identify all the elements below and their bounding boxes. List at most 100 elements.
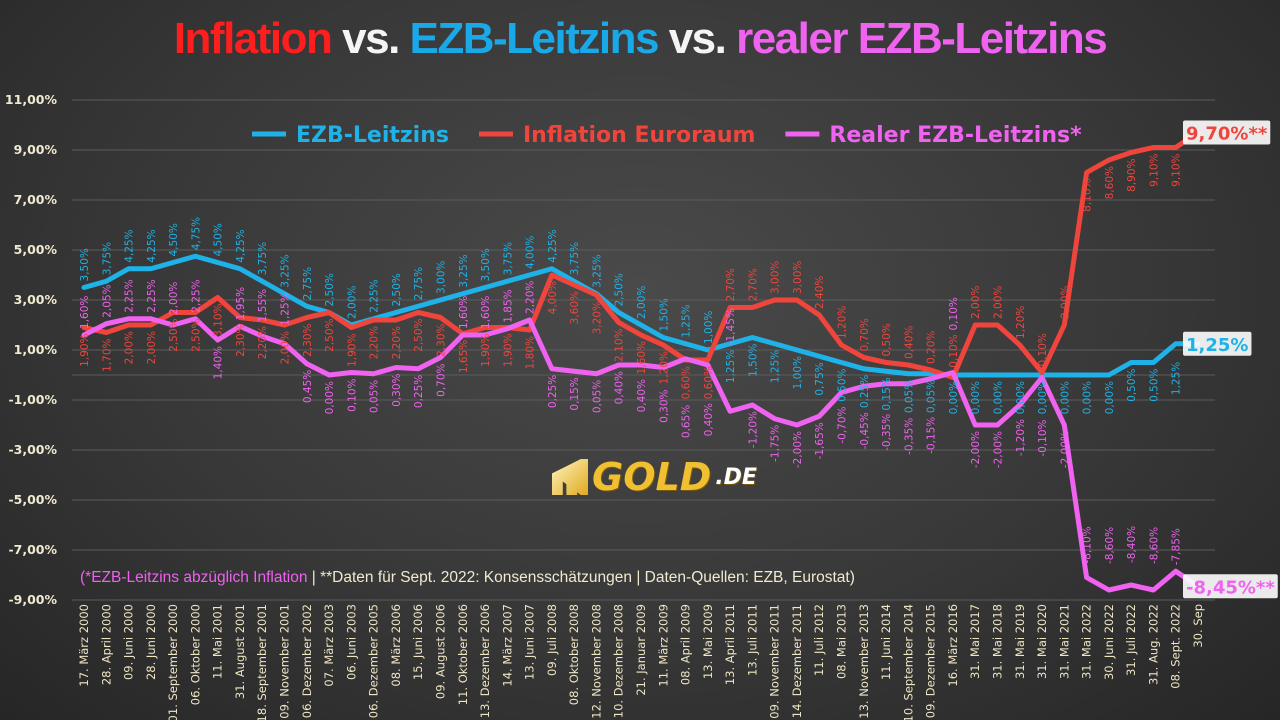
data-label: 0,00%	[1015, 381, 1027, 414]
data-label: 0,50%	[837, 368, 849, 401]
data-label: -0,10%	[948, 334, 960, 371]
data-label: 0,70%	[435, 363, 447, 396]
data-label: 2,20%	[257, 326, 269, 359]
data-label: 3,25%	[458, 254, 470, 287]
data-label: 2,20%	[369, 326, 381, 359]
data-label: 1,95%	[235, 287, 247, 320]
data-label: 3,75%	[101, 242, 113, 275]
x-tick-label: 31. Juli 2022	[1124, 604, 1138, 676]
data-label: 3,50%	[79, 248, 91, 281]
x-tick-label: 08. Sept. 2022	[1169, 604, 1183, 689]
data-label: 0,40%	[703, 403, 715, 436]
x-tick-label: 31. Mai 2019	[1013, 604, 1027, 679]
data-label: 1,60%	[79, 296, 91, 329]
data-label: 2,40%	[814, 276, 826, 309]
data-label: 3,60%	[569, 291, 581, 324]
data-label: -8,10%	[1082, 526, 1094, 563]
data-label: 2,05%	[101, 284, 113, 317]
data-label: 0,50%	[1126, 368, 1138, 401]
title-real: realer EZB-Leitzins	[736, 14, 1108, 63]
data-label: 0,00%	[1104, 381, 1116, 414]
data-label: 0,45%	[302, 370, 314, 403]
x-tick-label: 31. Mai 2020	[1035, 604, 1049, 679]
x-tick-label: 08. Oktober 2008	[567, 604, 581, 705]
x-tick-label: 09. November 2011	[768, 604, 782, 719]
data-label: 0,00%	[324, 381, 336, 414]
x-tick-label: 13. Juli 2011	[745, 604, 759, 676]
data-label: 1,20%	[1015, 306, 1027, 339]
data-label: 3,10%	[213, 303, 225, 336]
gold-de-logo: GOLD .DE	[552, 455, 757, 499]
data-label: 3,25%	[591, 254, 603, 287]
data-label: 3,75%	[569, 242, 581, 275]
footnote-real-definition: (*EZB-Leitzins abzüglich Inflation	[80, 569, 308, 586]
x-tick-label: 31. Mai 2021	[1057, 604, 1071, 679]
data-label: -0,15%	[926, 417, 938, 454]
data-label: 0,75%	[814, 362, 826, 395]
data-label: 0,15%	[569, 377, 581, 410]
data-label: 1,25%	[770, 350, 782, 383]
data-label: 4,75%	[190, 217, 202, 250]
data-label: 1,40%	[213, 346, 225, 379]
data-label: -0,35%	[881, 414, 893, 451]
series-line-inflation-euroraum	[81, 130, 1201, 380]
data-label: -1,65%	[814, 422, 826, 459]
y-tick-label: 1,00%	[14, 342, 58, 357]
data-label: 3,75%	[257, 242, 269, 275]
data-label: 2,00%	[346, 286, 358, 319]
data-label: 2,30%	[302, 323, 314, 356]
data-label: 2,00%	[1059, 286, 1071, 319]
x-tick-label: 11. Mai 2001	[211, 604, 225, 679]
data-label: 0,65%	[681, 405, 693, 438]
data-label: 0,25%	[547, 375, 559, 408]
data-label: 3,00%	[435, 261, 447, 294]
y-tick-label: 3,00%	[14, 292, 58, 307]
data-label: 1,00%	[703, 311, 715, 344]
x-tick-label: 01. September 2000	[166, 604, 180, 720]
x-tick-label: 09. August 2006	[433, 604, 447, 699]
data-label: 1,50%	[747, 343, 759, 376]
data-label: 8,10%	[1082, 178, 1094, 211]
x-tick-label: 28. Juni 2000	[144, 604, 158, 680]
title-vs-2: vs.	[657, 14, 737, 63]
x-tick-label: 31. Mai 2017	[968, 604, 982, 679]
data-label: 2,20%	[391, 326, 403, 359]
data-label: 0,25%	[859, 375, 871, 408]
data-label: 1,60%	[480, 296, 492, 329]
x-tick-label: 30. Sep	[1191, 604, 1205, 648]
logo-text: GOLD	[592, 455, 712, 499]
data-label: -1,20%	[1015, 419, 1027, 456]
data-label: 3,20%	[591, 301, 603, 334]
data-label: 0,05%	[591, 380, 603, 413]
footnote-sources: | **Daten für Sept. 2022: Konsensschätzu…	[307, 569, 855, 586]
x-tick-label: 13. Dezember 2006	[478, 604, 492, 718]
data-label: 1,85%	[502, 289, 514, 322]
data-label: 0,40%	[614, 371, 626, 404]
y-tick-label: 5,00%	[14, 242, 58, 257]
data-label: 9,10%	[1171, 153, 1183, 186]
x-tick-label: 14. März 2007	[500, 604, 514, 687]
data-label: 2,30%	[435, 323, 447, 356]
data-label: -7,85%	[1171, 528, 1183, 565]
data-label: 2,00%	[636, 286, 648, 319]
data-label: -2,00%	[992, 431, 1004, 468]
legend-label: Realer EZB-Leitzins*	[829, 123, 1082, 148]
y-tick-label: 11,00%	[5, 92, 58, 107]
data-label: 0,00%	[1037, 381, 1049, 414]
data-label: 2,00%	[280, 331, 292, 364]
data-label: 0,05%	[926, 380, 938, 413]
data-label: -2,00%	[970, 431, 982, 468]
x-tick-label: 09. Dezember 2015	[924, 604, 938, 718]
data-label: 0,50%	[881, 323, 893, 356]
x-tick-label: 11. März 2009	[656, 604, 670, 687]
data-label: -2,00%	[792, 431, 804, 468]
data-label: 2,50%	[190, 318, 202, 351]
x-tick-label: 31. Mai 2018	[990, 604, 1004, 679]
data-label: 0,05%	[369, 380, 381, 413]
data-label: 4,50%	[168, 223, 180, 256]
data-label: 1,55%	[257, 289, 269, 322]
data-label: 4,00%	[547, 281, 559, 314]
x-tick-label: 13. April 2011	[723, 604, 737, 685]
data-label: 3,75%	[502, 242, 514, 275]
x-tick-label: 10. Dezember 2008	[612, 604, 626, 718]
